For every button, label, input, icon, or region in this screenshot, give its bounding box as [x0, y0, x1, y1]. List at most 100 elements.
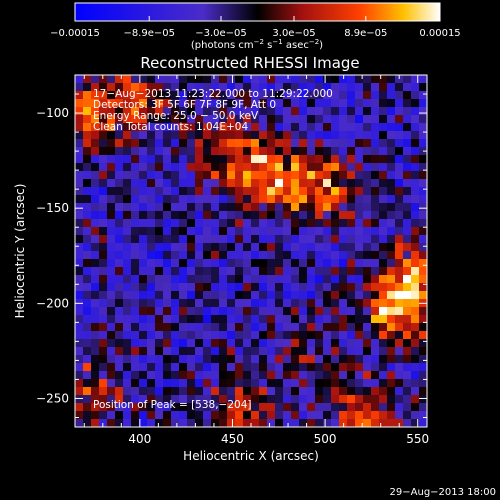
heatmap-cell	[299, 291, 308, 300]
heatmap-cell	[187, 259, 196, 268]
heatmap-cell	[227, 123, 236, 132]
heatmap-cell	[115, 267, 124, 276]
heatmap-cell	[283, 283, 292, 292]
heatmap-cell	[331, 307, 340, 316]
heatmap-cell	[219, 275, 228, 284]
heatmap-cell	[291, 411, 300, 420]
heatmap-cell	[179, 371, 188, 380]
heatmap-cell	[131, 131, 140, 140]
heatmap-cell	[299, 123, 308, 132]
heatmap-cell	[219, 139, 228, 148]
heatmap-cell	[339, 155, 348, 164]
heatmap-cell	[339, 227, 348, 236]
heatmap-cell	[419, 187, 428, 196]
heatmap-cell	[115, 363, 124, 372]
heatmap-cell	[163, 339, 172, 348]
heatmap-cell	[99, 307, 108, 316]
heatmap-cell	[419, 371, 428, 380]
heatmap-cell	[235, 363, 244, 372]
heatmap-cell	[243, 275, 252, 284]
heatmap-cell	[419, 243, 428, 252]
heatmap-cell	[131, 419, 140, 428]
heatmap-cell	[363, 355, 372, 364]
heatmap-cell	[91, 211, 100, 220]
heatmap-cell	[267, 411, 276, 420]
heatmap-cell	[131, 339, 140, 348]
heatmap-cell	[395, 75, 404, 84]
heatmap-cell	[235, 307, 244, 316]
heatmap-cell	[387, 323, 396, 332]
heatmap-cell	[275, 331, 284, 340]
heatmap-cell	[347, 259, 356, 268]
heatmap-cell	[227, 395, 236, 404]
heatmap-cell	[403, 219, 412, 228]
heatmap-cell	[235, 83, 244, 92]
heatmap-cell	[395, 307, 404, 316]
heatmap-cell	[275, 147, 284, 156]
heatmap-cell	[315, 83, 324, 92]
heatmap-cell	[331, 419, 340, 428]
heatmap-cell	[243, 283, 252, 292]
heatmap-cell	[139, 339, 148, 348]
heatmap-cell	[363, 339, 372, 348]
heatmap-cell	[107, 403, 116, 412]
heatmap-cell	[139, 347, 148, 356]
heatmap-cell	[139, 411, 148, 420]
heatmap-cell	[107, 339, 116, 348]
heatmap-cell	[179, 347, 188, 356]
heatmap-cell	[419, 227, 428, 236]
heatmap-cell	[371, 227, 380, 236]
heatmap-cell	[331, 107, 340, 116]
heatmap-cell	[331, 211, 340, 220]
heatmap-cell	[419, 139, 428, 148]
heatmap-cell	[347, 355, 356, 364]
heatmap-cell	[251, 171, 260, 180]
heatmap-cell	[291, 379, 300, 388]
heatmap-cell	[387, 283, 396, 292]
heatmap-cell	[403, 83, 412, 92]
heatmap-cell	[363, 211, 372, 220]
heatmap-cell	[171, 403, 180, 412]
heatmap-cell	[299, 107, 308, 116]
heatmap-cell	[275, 123, 284, 132]
heatmap-cell	[235, 115, 244, 124]
heatmap-cell	[275, 211, 284, 220]
heatmap-cell	[115, 259, 124, 268]
heatmap-cell	[403, 99, 412, 108]
heatmap-cell	[147, 235, 156, 244]
heatmap-cell	[227, 99, 236, 108]
heatmap-cell	[243, 219, 252, 228]
heatmap-cell	[123, 155, 132, 164]
heatmap-cell	[299, 379, 308, 388]
heatmap-cell	[83, 339, 92, 348]
heatmap-cell	[171, 299, 180, 308]
heatmap-cell	[179, 411, 188, 420]
heatmap-cell	[363, 75, 372, 84]
heatmap-cell	[91, 107, 100, 116]
heatmap-cell	[219, 355, 228, 364]
heatmap-cell	[131, 107, 140, 116]
heatmap-cell	[371, 323, 380, 332]
heatmap-cell	[291, 315, 300, 324]
heatmap-cell	[283, 219, 292, 228]
heatmap-cell	[395, 371, 404, 380]
heatmap-cell	[171, 131, 180, 140]
heatmap-cell	[187, 371, 196, 380]
heatmap-cell	[339, 123, 348, 132]
heatmap-cell	[291, 171, 300, 180]
heatmap-cell	[131, 139, 140, 148]
heatmap-cell	[411, 259, 420, 268]
heatmap-cell	[283, 139, 292, 148]
heatmap-cell	[395, 315, 404, 324]
heatmap-cell	[299, 283, 308, 292]
heatmap-cell	[323, 379, 332, 388]
heatmap-cell	[363, 203, 372, 212]
heatmap-cell	[107, 171, 116, 180]
heatmap-cell	[243, 355, 252, 364]
heatmap-cell	[219, 347, 228, 356]
heatmap-cell	[187, 331, 196, 340]
heatmap-cell	[139, 355, 148, 364]
heatmap-cell	[99, 355, 108, 364]
heatmap-cell	[179, 323, 188, 332]
heatmap-cell	[379, 91, 388, 100]
